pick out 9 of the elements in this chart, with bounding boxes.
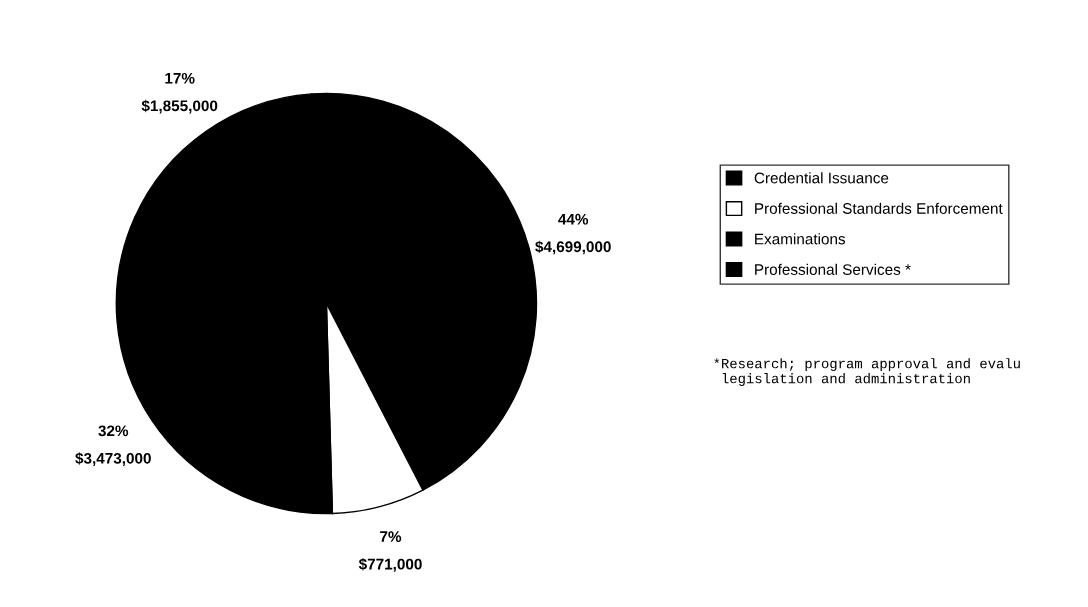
data-label: 17% $1,855,000 [141,72,218,114]
data-label: 44% $4,699,000 [535,213,611,255]
data-label: 7% $771,000 [358,531,422,572]
text: *Research; program approval and evalu legislation and administration [714,358,1020,387]
legend-label: Credential Issuance [754,172,889,184]
legend-label: Examinations [755,233,846,245]
legend-label: Professional Standards Enforcement [755,202,1003,214]
legend-label: Professional Services * [755,263,911,275]
data-label: 32% $3,473,000 [75,425,151,466]
